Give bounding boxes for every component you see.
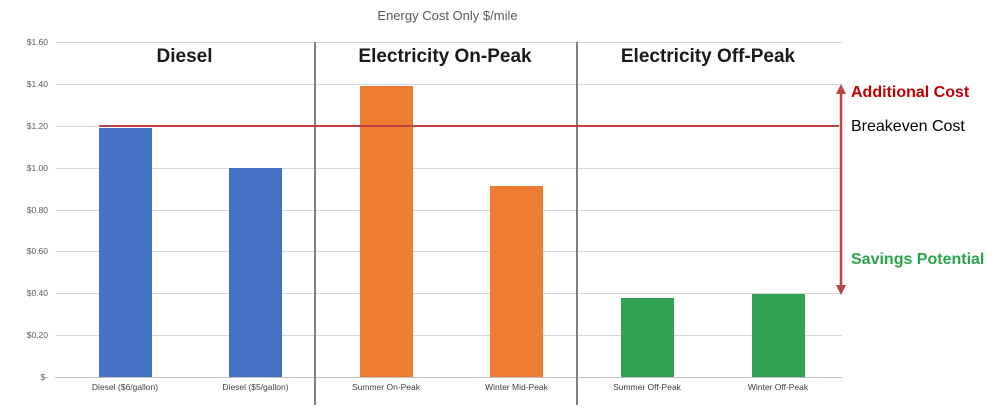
savings-potential-label: Savings Potential bbox=[851, 251, 985, 268]
gridline bbox=[55, 83, 842, 85]
section-header-electricity-off-peak: Electricity Off-Peak bbox=[620, 46, 796, 67]
gridline bbox=[55, 42, 842, 43]
gridline bbox=[55, 377, 842, 378]
bar-winter-mid-peak bbox=[490, 186, 543, 377]
x-axis-label: Diesel ($5/gallon) bbox=[222, 382, 289, 392]
gridline bbox=[55, 251, 842, 253]
y-axis-label: $1.40 bbox=[26, 78, 48, 89]
y-axis-label: $- bbox=[40, 372, 48, 382]
x-axis-label: Summer Off-Peak bbox=[613, 382, 681, 392]
x-axis-label: Diesel ($6/gallon) bbox=[91, 382, 159, 392]
additional-cost-label: Additional Cost bbox=[851, 84, 970, 101]
additional-savings-range-arrow-icon bbox=[836, 84, 846, 295]
breakeven-cost-label: Breakeven Cost bbox=[851, 118, 965, 135]
bar-summer-off-peak bbox=[620, 298, 674, 377]
bar-diesel-6-gallon bbox=[98, 127, 152, 377]
x-axis-label: Winter Off-Peak bbox=[747, 382, 809, 392]
bar-diesel-5-gallon bbox=[229, 167, 282, 377]
x-axis-label: Winter Mid-Peak bbox=[485, 382, 548, 392]
breakeven-line bbox=[98, 124, 839, 127]
y-axis-label: $0.20 bbox=[26, 330, 48, 341]
gridline bbox=[55, 293, 842, 295]
gridline bbox=[55, 167, 842, 169]
y-axis-label: $1.00 bbox=[26, 162, 48, 173]
y-axis-label: $1.60 bbox=[26, 37, 48, 47]
y-axis-label: $0.80 bbox=[26, 204, 48, 215]
y-axis-label: $0.40 bbox=[26, 288, 48, 299]
bar-winter-off-peak bbox=[751, 294, 805, 377]
gridline bbox=[55, 209, 842, 211]
x-axis-label: Summer On-Peak bbox=[351, 382, 421, 392]
section-divider-1 bbox=[314, 42, 316, 405]
section-header-electricity-on-peak: Electricity On-Peak bbox=[358, 46, 532, 67]
y-axis-label: $1.20 bbox=[26, 120, 48, 131]
section-divider-2 bbox=[576, 42, 578, 405]
gridline bbox=[55, 335, 842, 337]
chart-title: Energy Cost Only $/mile bbox=[377, 8, 518, 23]
bar-summer-on-peak bbox=[359, 85, 413, 377]
section-header-diesel: Diesel bbox=[156, 46, 213, 67]
y-axis-label: $0.60 bbox=[26, 246, 48, 257]
